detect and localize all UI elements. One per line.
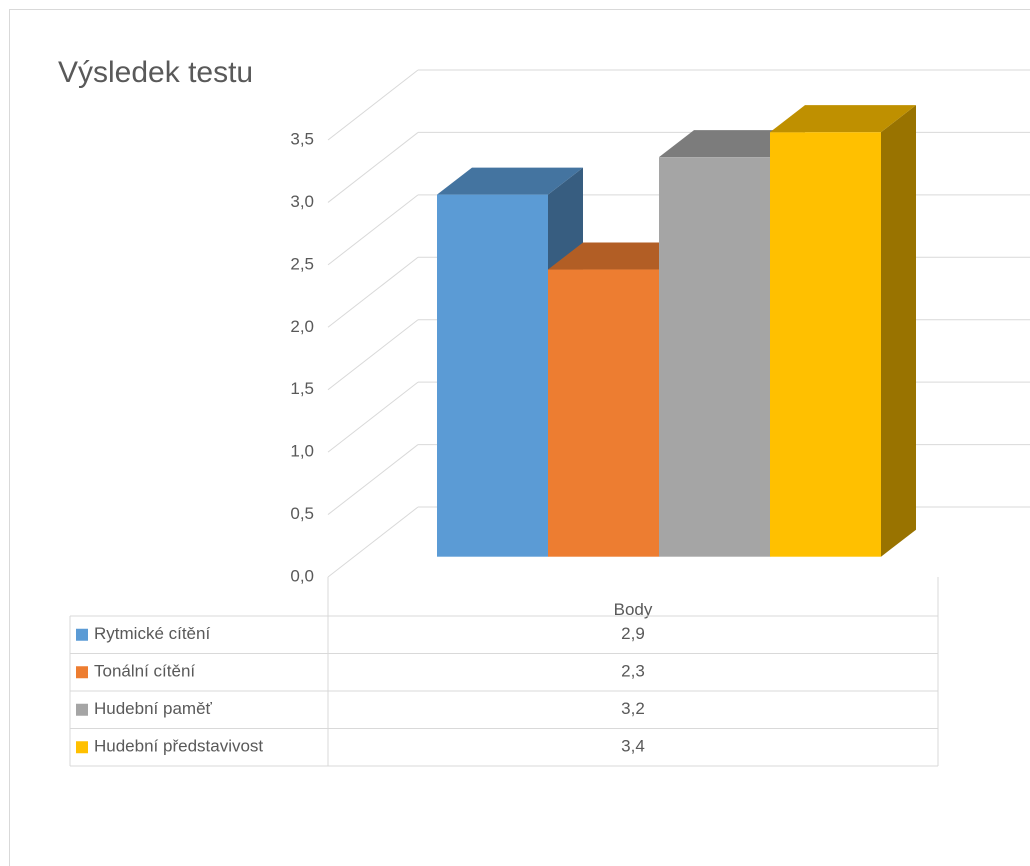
legend-label: Hudební představivost — [94, 737, 263, 756]
grid-line — [327, 194, 419, 266]
grid-line — [327, 132, 419, 203]
grid-line — [327, 256, 419, 328]
y-tick-label: 2,0 — [290, 317, 314, 336]
legend-label: Tonální cítění — [94, 662, 195, 681]
data-label: 2,9 — [621, 624, 645, 643]
x-tick-label: Body — [614, 600, 653, 619]
bar-top — [770, 105, 916, 133]
bar-top — [659, 130, 805, 158]
legend-key — [76, 628, 88, 641]
legend-key — [76, 741, 88, 754]
chart-title: Výsledek testu — [58, 56, 253, 89]
y-tick-label: 1,0 — [290, 442, 314, 461]
y-tick-label: 0,0 — [290, 566, 314, 585]
data-label: 2,3 — [621, 662, 645, 681]
grid-line — [327, 381, 419, 453]
y-tick-label: 3,0 — [290, 192, 314, 211]
data-label: 3,2 — [621, 699, 645, 718]
bar-top — [437, 167, 583, 195]
bar-top — [548, 242, 694, 270]
bar — [659, 157, 770, 557]
bar — [770, 132, 881, 557]
legend-label: Rytmické cítění — [94, 624, 210, 643]
legend-key — [76, 703, 88, 716]
bar — [548, 269, 659, 557]
bar-side — [881, 105, 916, 557]
y-tick-label: 0,5 — [290, 504, 314, 523]
grid-line — [327, 506, 419, 578]
data-label: 3,4 — [621, 737, 645, 756]
y-tick-label: 1,5 — [290, 379, 314, 398]
y-tick-label: 3,5 — [290, 129, 314, 148]
grid-line — [327, 69, 419, 141]
grid-line — [327, 444, 419, 515]
grid-line — [327, 319, 419, 391]
bar — [437, 194, 548, 557]
legend-key — [76, 666, 88, 679]
y-tick-label: 2,5 — [290, 254, 314, 273]
legend-label: Hudební paměť — [94, 699, 213, 718]
